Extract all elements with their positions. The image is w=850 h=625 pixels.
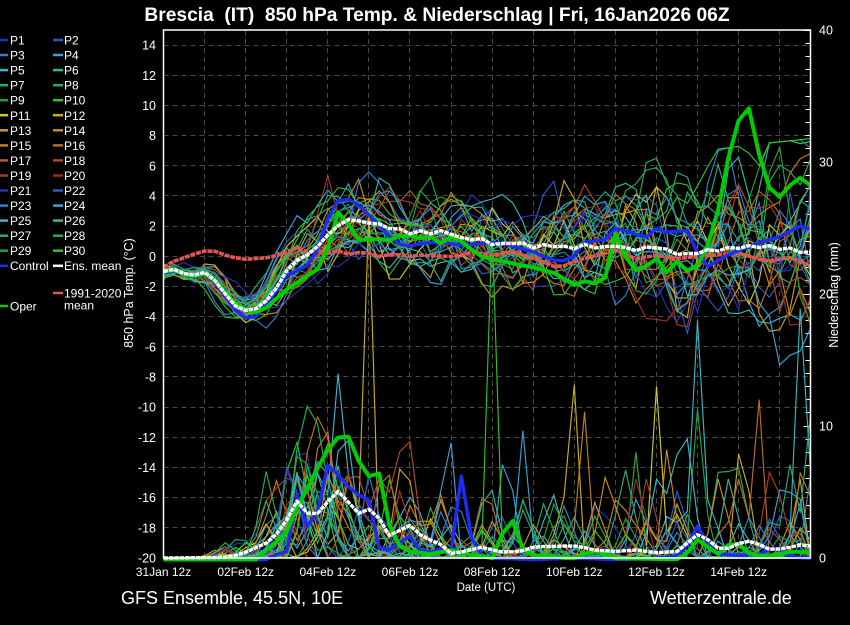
svg-text:P25: P25 (10, 214, 32, 228)
svg-text:Oper: Oper (10, 300, 37, 314)
svg-text:P2: P2 (64, 34, 79, 48)
svg-text:31Jan 12z: 31Jan 12z (136, 565, 191, 579)
svg-text:P3: P3 (10, 49, 25, 63)
svg-text:14Feb 12z: 14Feb 12z (710, 565, 767, 579)
svg-text:-8: -8 (145, 371, 156, 385)
svg-text:Control: Control (10, 259, 49, 273)
svg-text:30: 30 (819, 156, 833, 170)
svg-text:P23: P23 (10, 199, 32, 213)
svg-text:P19: P19 (10, 169, 32, 183)
svg-text:P29: P29 (10, 244, 32, 258)
svg-text:-4: -4 (145, 310, 156, 324)
svg-text:P6: P6 (64, 64, 79, 78)
svg-text:08Feb 12z: 08Feb 12z (464, 565, 521, 579)
svg-text:-20: -20 (138, 552, 156, 566)
svg-text:-12: -12 (138, 431, 156, 445)
svg-text:P27: P27 (10, 229, 32, 243)
svg-text:P21: P21 (10, 184, 32, 198)
svg-text:Wetterzentrale.de: Wetterzentrale.de (650, 588, 792, 608)
svg-text:40: 40 (819, 24, 833, 38)
svg-text:P8: P8 (64, 79, 79, 93)
svg-text:10Feb 12z: 10Feb 12z (546, 565, 603, 579)
svg-text:Date (UTC): Date (UTC) (457, 582, 516, 594)
svg-text:12Feb 12z: 12Feb 12z (628, 565, 685, 579)
svg-text:-6: -6 (145, 340, 156, 354)
svg-text:P18: P18 (64, 154, 86, 168)
svg-text:6: 6 (149, 159, 156, 173)
svg-text:8: 8 (149, 129, 156, 143)
svg-text:10: 10 (142, 99, 156, 113)
svg-text:4: 4 (149, 189, 156, 203)
svg-text:P17: P17 (10, 154, 32, 168)
svg-text:P22: P22 (64, 184, 86, 198)
svg-text:-18: -18 (138, 521, 156, 535)
svg-text:0: 0 (819, 552, 826, 566)
svg-text:14: 14 (142, 39, 156, 53)
svg-text:P7: P7 (10, 79, 25, 93)
svg-text:GFS Ensemble, 45.5N, 10E: GFS Ensemble, 45.5N, 10E (121, 588, 343, 608)
svg-text:06Feb 12z: 06Feb 12z (382, 565, 439, 579)
svg-text:-14: -14 (138, 461, 156, 475)
svg-text:P15: P15 (10, 139, 32, 153)
svg-text:P10: P10 (64, 94, 86, 108)
svg-text:Brescia (IT) 850 hPa Temp. &: Brescia (IT) 850 hPa Temp. & Niederschla… (144, 5, 729, 26)
svg-text:P1: P1 (10, 34, 25, 48)
svg-text:P11: P11 (10, 109, 31, 123)
svg-text:P12: P12 (64, 109, 86, 123)
svg-text:-10: -10 (138, 401, 156, 415)
svg-text:Niederschlag (mm): Niederschlag (mm) (827, 242, 841, 348)
svg-text:mean: mean (64, 299, 94, 313)
svg-text:P14: P14 (64, 124, 86, 138)
svg-text:P20: P20 (64, 169, 86, 183)
svg-text:P26: P26 (64, 214, 86, 228)
svg-text:0: 0 (149, 250, 156, 264)
svg-text:1991-2020: 1991-2020 (64, 287, 122, 301)
svg-text:04Feb 12z: 04Feb 12z (299, 565, 356, 579)
svg-text:P5: P5 (10, 64, 25, 78)
svg-text:P28: P28 (64, 229, 86, 243)
svg-text:02Feb 12z: 02Feb 12z (217, 565, 274, 579)
svg-text:10: 10 (819, 420, 833, 434)
svg-text:P16: P16 (64, 139, 86, 153)
svg-text:-2: -2 (145, 280, 156, 294)
svg-text:P13: P13 (10, 124, 32, 138)
svg-text:P9: P9 (10, 94, 25, 108)
svg-text:-16: -16 (138, 491, 156, 505)
svg-text:P24: P24 (64, 199, 86, 213)
svg-text:12: 12 (142, 69, 156, 83)
svg-text:20: 20 (819, 288, 833, 302)
svg-text:2: 2 (149, 220, 156, 234)
svg-text:P30: P30 (64, 244, 86, 258)
svg-text:P4: P4 (64, 49, 79, 63)
svg-text:Ens. mean: Ens. mean (64, 259, 121, 273)
svg-text:850 hPa Temp. (°C): 850 hPa Temp. (°C) (122, 238, 136, 348)
